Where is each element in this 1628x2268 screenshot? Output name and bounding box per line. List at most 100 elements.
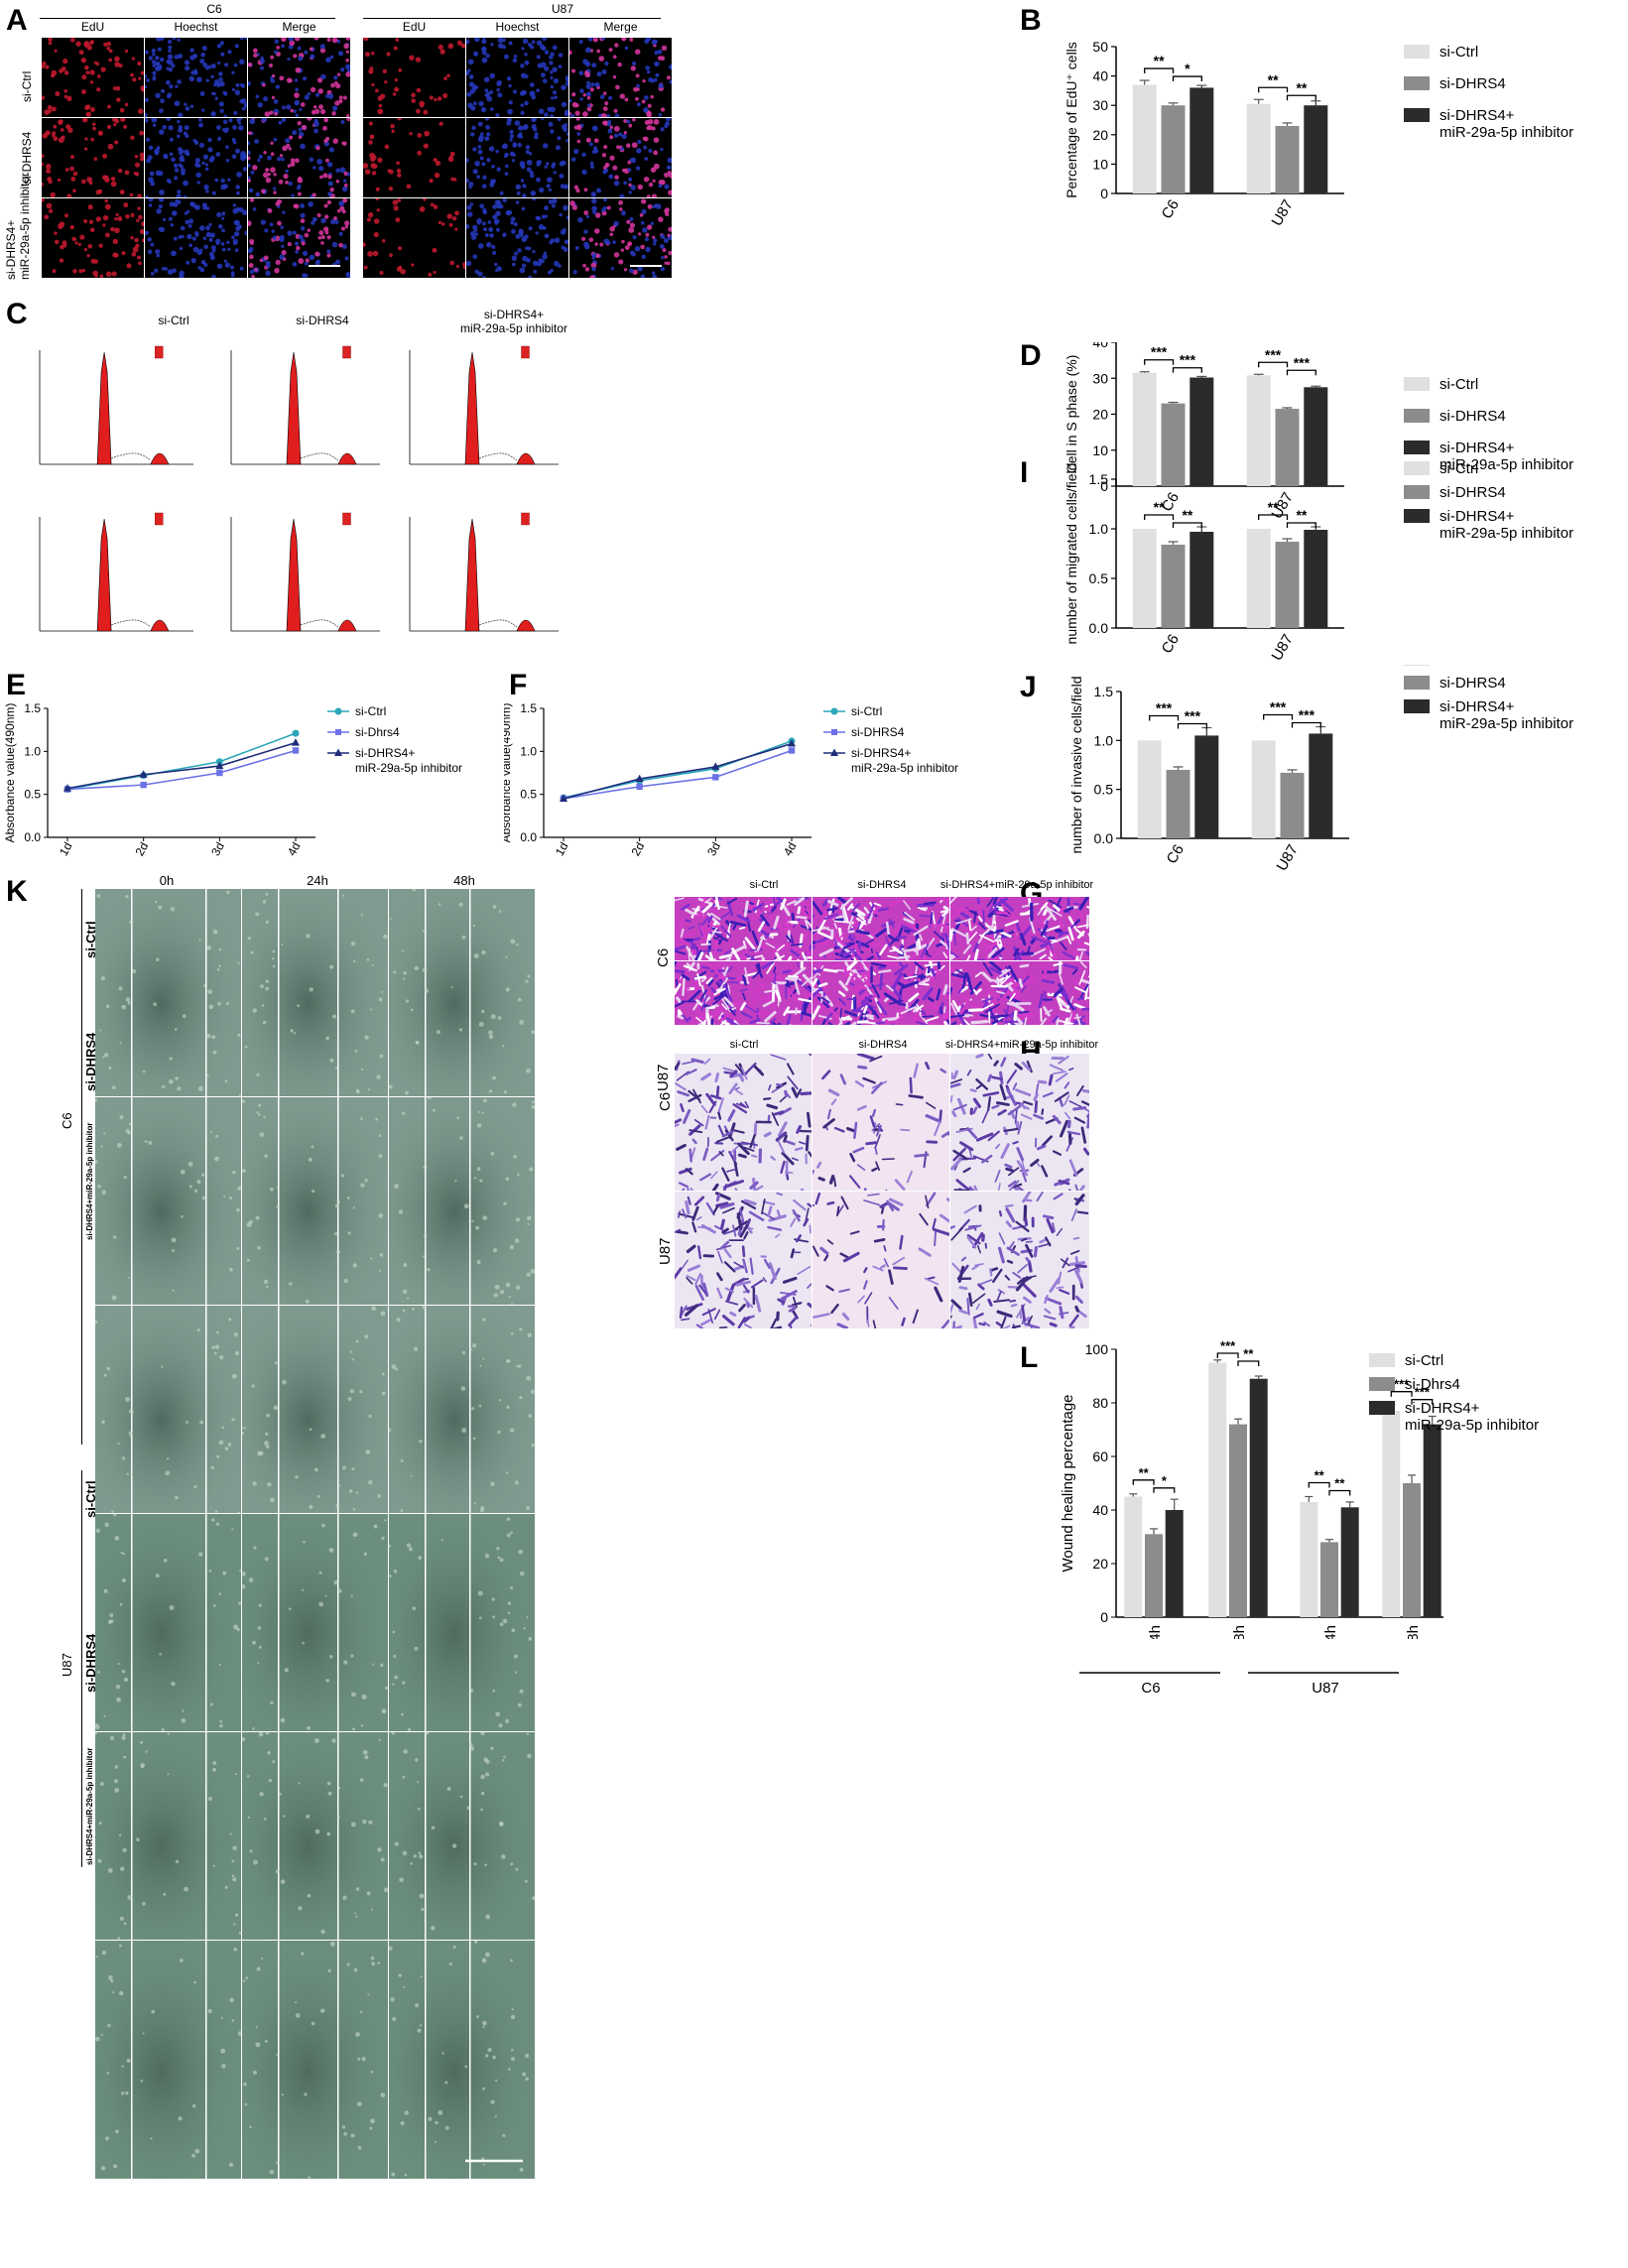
cell-texture <box>234 1350 240 1356</box>
cell-nucleus <box>576 124 581 128</box>
cell-nucleus <box>327 93 334 100</box>
cell-nucleus <box>575 189 580 193</box>
cell-nucleus <box>100 66 106 72</box>
cell-nucleus <box>302 273 307 278</box>
stained-cell <box>1076 997 1084 1001</box>
cell-texture <box>526 1215 532 1221</box>
cell-nucleus <box>208 222 212 226</box>
stained-cell <box>1081 1088 1089 1093</box>
cell-texture <box>348 1489 353 1493</box>
stained-cell <box>790 1248 796 1259</box>
cell-nucleus <box>138 108 144 114</box>
cell-nucleus <box>139 228 144 235</box>
micrograph-tile <box>950 1054 1089 1191</box>
cell-texture <box>331 1014 337 1019</box>
stained-cell <box>981 971 993 982</box>
stained-cell <box>975 1132 994 1142</box>
stained-cell <box>866 967 872 984</box>
stained-cell <box>798 1141 807 1145</box>
cell-nucleus <box>584 71 591 78</box>
cell-nucleus <box>632 235 637 240</box>
cell-nucleus <box>482 209 488 215</box>
stained-cell <box>883 1245 887 1252</box>
cell-texture <box>163 1892 167 1896</box>
cell-texture <box>518 1364 522 1368</box>
cell-nucleus <box>489 107 494 111</box>
panel-label-b: B <box>1020 4 1042 37</box>
stained-cell <box>967 931 978 943</box>
cell-nucleus <box>646 224 653 230</box>
cell-nucleus <box>151 118 158 123</box>
cell-nucleus <box>623 181 628 186</box>
cell-nucleus <box>112 252 118 258</box>
cell-nucleus <box>326 199 332 205</box>
cell-texture <box>212 1761 217 1766</box>
cell-nucleus <box>249 254 254 260</box>
stained-cell <box>713 937 720 942</box>
stained-cell <box>1060 1007 1071 1013</box>
cell-nucleus <box>569 113 575 117</box>
stained-cell <box>1042 1091 1054 1098</box>
cell-nucleus <box>479 156 484 161</box>
cell-nucleus <box>262 83 266 87</box>
cell-nucleus <box>614 133 619 138</box>
cell-nucleus <box>82 218 88 224</box>
stained-cell <box>675 1062 681 1071</box>
cell-texture <box>119 1042 122 1045</box>
stained-cell <box>744 1323 752 1328</box>
stained-cell <box>676 996 683 1005</box>
cell-nucleus <box>654 61 660 67</box>
cell-nucleus <box>220 178 225 184</box>
stained-cell <box>991 946 1005 958</box>
stained-cell <box>1039 953 1047 960</box>
cell-texture <box>378 1134 382 1138</box>
stained-cell <box>962 944 972 954</box>
stained-cell <box>1010 1303 1018 1308</box>
y-tick-label: 20 <box>1092 1556 1108 1572</box>
legend-label: si-Dhrs4 <box>1405 1376 1460 1393</box>
cell-nucleus <box>397 198 402 202</box>
stained-cell <box>925 1062 931 1071</box>
cell-nucleus <box>273 190 277 194</box>
stained-cell <box>1025 1256 1031 1263</box>
stained-cell <box>726 1285 735 1302</box>
stained-cell <box>1086 1112 1089 1129</box>
cell-nucleus <box>179 270 185 277</box>
stained-cell <box>972 988 978 996</box>
bar <box>1145 1534 1163 1617</box>
cell-nucleus <box>42 95 46 100</box>
stained-cell <box>915 965 918 975</box>
cell-texture <box>226 890 230 895</box>
cell-nucleus <box>185 65 190 71</box>
cell-nucleus <box>330 219 336 225</box>
stained-cell <box>901 980 919 989</box>
stained-cell <box>1069 1261 1085 1266</box>
cell-texture <box>171 1681 176 1687</box>
stained-cell <box>1064 1094 1070 1106</box>
cell-texture <box>235 1207 240 1212</box>
cell-texture <box>402 1309 406 1313</box>
cell-nucleus <box>152 74 157 79</box>
cell-nucleus <box>601 208 605 212</box>
stained-cell <box>675 897 685 902</box>
cell-nucleus <box>234 148 240 154</box>
stained-cell <box>1004 920 1019 927</box>
cell-nucleus <box>282 210 286 214</box>
cell-nucleus <box>137 61 142 66</box>
cell-nucleus <box>584 243 590 250</box>
cell-nucleus <box>526 167 532 173</box>
stained-cell <box>1011 1324 1021 1328</box>
stained-cell <box>813 942 828 946</box>
stained-cell <box>972 1097 981 1108</box>
legend-label: si-DHRS4 <box>851 725 905 739</box>
cell-texture <box>519 1395 523 1400</box>
stained-cell <box>1049 1064 1064 1071</box>
stained-cell <box>855 969 866 973</box>
cell-nucleus <box>147 155 153 161</box>
cell-texture <box>343 2131 348 2136</box>
cell-nucleus <box>222 90 227 95</box>
stained-cell <box>1033 1245 1038 1258</box>
cell-nucleus <box>651 39 658 46</box>
bar <box>1423 1424 1441 1617</box>
cell-nucleus <box>305 258 310 263</box>
